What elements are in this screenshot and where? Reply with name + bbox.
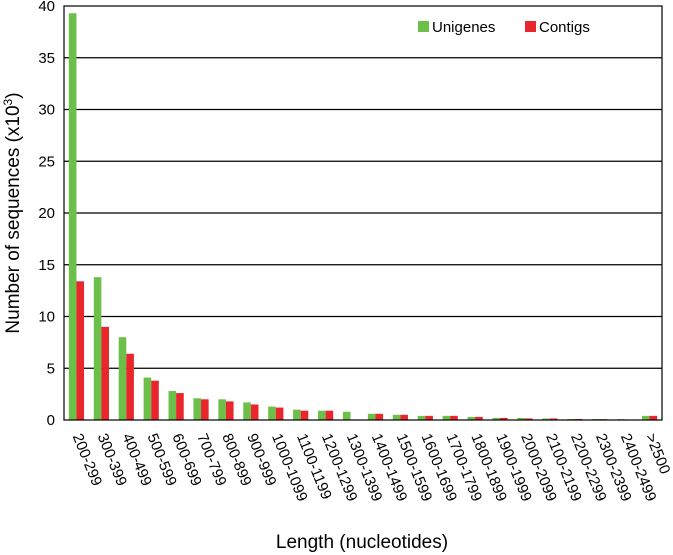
bar-unigenes-1200-1299 — [318, 410, 326, 420]
bar-contigs-1800-1899 — [475, 416, 483, 420]
y-axis-title-end: ) — [3, 92, 24, 98]
legend-swatch-unigenes — [418, 21, 429, 32]
bar-contigs-1600-1699 — [425, 415, 433, 420]
bar-contigs-gt2500 — [649, 415, 658, 420]
bar-contigs-1400-1499 — [375, 413, 384, 420]
bar-unigenes-gt2500 — [641, 415, 650, 420]
bar-unigenes-500-599 — [143, 377, 152, 420]
y-tick-labels: 0 5 10 15 20 25 30 35 40 — [38, 0, 55, 429]
bar-unigenes-900-999 — [243, 402, 251, 420]
plot-frame — [63, 5, 663, 421]
y-tick-label: 35 — [38, 50, 55, 67]
bar-unigenes-1700-1799 — [442, 415, 451, 420]
y-tick-label: 0 — [47, 412, 55, 429]
bar-contigs-1500-1599 — [400, 414, 408, 420]
bar-contigs-800-899 — [225, 401, 234, 420]
gridlines — [64, 57, 662, 369]
bar-unigenes-300-399 — [93, 277, 102, 420]
legend-label-unigenes: Unigenes — [432, 19, 495, 36]
bars — [68, 13, 658, 421]
y-tick-label: 30 — [38, 102, 55, 119]
bar-unigenes-1300-1399 — [342, 411, 351, 420]
bar-unigenes-1900-1999 — [492, 417, 501, 420]
bar-unigenes-2000-2099 — [517, 417, 525, 420]
legend-label-contigs: Contigs — [539, 19, 590, 36]
bar-unigenes-1000-1099 — [268, 406, 276, 420]
bar-unigenes-200-299 — [68, 13, 77, 421]
x-axis-title: Length (nucleotides) — [276, 532, 448, 553]
bar-contigs-500-599 — [151, 380, 159, 420]
x-tick-labels: 200-299300-399400-499500-599600-699700-7… — [69, 431, 673, 504]
bar-contigs-1200-1299 — [325, 410, 334, 420]
bar-contigs-2100-2199 — [549, 418, 558, 420]
bar-unigenes-1500-1599 — [392, 414, 401, 420]
y-tick-label: 10 — [38, 309, 55, 326]
y-tick-label: 25 — [38, 153, 55, 170]
bar-contigs-1100-1199 — [300, 410, 309, 420]
bar-contigs-400-499 — [126, 353, 134, 420]
bar-contigs-2000-2099 — [524, 418, 533, 420]
bar-contigs-300-399 — [101, 326, 109, 420]
bar-contigs-1700-1799 — [450, 415, 458, 420]
bar-unigenes-800-899 — [218, 399, 226, 420]
legend: Unigenes Contigs — [418, 19, 590, 36]
y-tick-label: 40 — [38, 0, 55, 15]
y-tick-label: 20 — [38, 205, 55, 222]
bar-unigenes-1600-1699 — [417, 415, 426, 420]
y-axis-title-main: Number of sequences (x10 — [3, 105, 24, 333]
bar-contigs-1900-1999 — [500, 417, 508, 420]
y-tick-label: 15 — [38, 257, 55, 274]
bar-unigenes-1800-1899 — [467, 416, 476, 420]
bar-unigenes-1400-1499 — [367, 413, 376, 420]
legend-swatch-contigs — [525, 21, 536, 32]
y-tick-label: 5 — [47, 360, 55, 377]
bar-contigs-1000-1099 — [275, 407, 284, 420]
bar-unigenes-2100-2199 — [542, 418, 550, 420]
y-axis-title-exponent: 3 — [1, 98, 15, 105]
bar-unigenes-700-799 — [193, 398, 202, 420]
bar-contigs-600-699 — [176, 393, 184, 420]
bar-contigs-900-999 — [250, 404, 259, 420]
bar-unigenes-1100-1199 — [293, 409, 301, 420]
bar-contigs-700-799 — [201, 399, 209, 420]
y-axis-title: Number of sequences (x103) — [1, 92, 24, 333]
bar-unigenes-400-499 — [118, 337, 127, 420]
bar-unigenes-600-699 — [168, 391, 177, 420]
bar-contigs-200-299 — [76, 281, 85, 420]
